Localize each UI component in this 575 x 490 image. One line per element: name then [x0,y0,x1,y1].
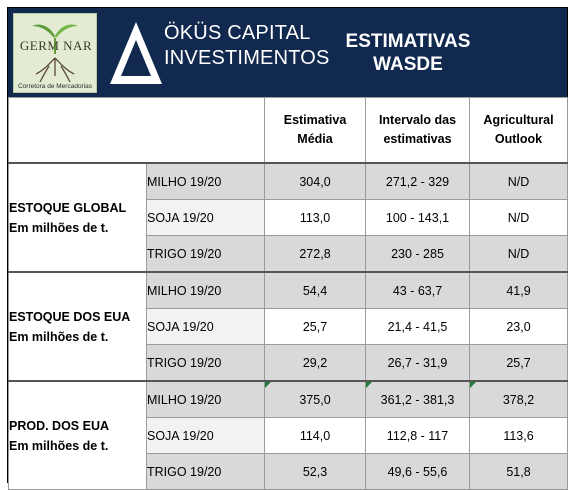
intervalo-cell: 361,2 - 381,3 [365,380,470,418]
product-cell: TRIGO 19/20 [146,344,265,382]
table-row: TRIGO 19/20 272,8 230 - 285 N/D [9,235,568,273]
product-cell: SOJA 19/20 [146,199,265,236]
column-header-media: Estimativa Média [264,97,366,164]
outlook-value: 378,2 [502,392,535,407]
intervalo-cell: 43 - 63,7 [365,271,470,309]
column-header-row: Estimativa Média Intervalo das estimativ… [8,97,568,164]
group-label-line1: PROD. DOS EUA [9,418,110,433]
table-row: ESTOQUE GLOBAL Em milhões de t. MILHO 19… [8,162,568,273]
product-cell: SOJA 19/20 [146,308,265,345]
media-cell: 25,7 [264,308,366,345]
media-value: 375,0 [299,392,331,407]
intervalo-cell: 100 - 143,1 [365,199,470,236]
group-label-line2: Em milhões de t. [9,438,109,453]
logo-wordmark: GERM NAR [19,38,93,53]
intervalo-cell: 21,4 - 41,5 [365,308,470,345]
media-cell: 113,0 [264,199,366,236]
table-row: PROD. DOS EUA Em milhões de t. MILHO 19/… [8,380,568,490]
product-cell: MILHO 19/20 [146,380,265,418]
comment-indicator-icon [366,382,372,388]
outlook-cell: 41,9 [469,271,568,309]
outlook-cell: 378,2 [469,380,568,418]
media-cell: 375,0 [264,380,366,418]
media-cell: 114,0 [264,417,366,454]
corner-cell [8,97,265,164]
group-label-line2: Em milhões de t. [9,329,109,344]
product-cell: TRIGO 19/20 [146,453,265,490]
report-title: ESTIMATIVAS WASDE [333,30,483,76]
column-header-media-line1: Estimativa [283,113,347,127]
triangle-logo-icon [110,22,162,84]
product-cell: SOJA 19/20 [146,417,265,454]
product-cell: MILHO 19/20 [146,271,265,309]
intervalo-cell: 26,7 - 31,9 [365,344,470,382]
media-cell: 29,2 [264,344,366,382]
media-cell: 304,0 [264,162,366,200]
group-label-line1: ESTOQUE GLOBAL [9,200,127,215]
media-cell: 52,3 [264,453,366,490]
column-header-outlook: Agricultural Outlook [469,97,568,164]
table-row: TRIGO 19/20 29,2 26,7 - 31,9 25,7 [9,344,568,382]
title-line2: WASDE [373,54,443,75]
column-header-intervalo: Intervalo das estimativas [365,97,470,164]
title-line1: ESTIMATIVAS [345,31,471,52]
column-header-outlook-line1: Agricultural [483,113,554,127]
outlook-cell: 51,8 [469,453,568,490]
outlook-cell: N/D [469,199,568,236]
outlook-cell: 113,6 [469,417,568,454]
brand-name-line1: ÖKÜS CAPITAL [164,22,311,44]
table-row: SOJA 19/20 113,0 100 - 143,1 N/D [9,199,568,236]
germinar-logo: GERM NAR Corretora de Mercadorias [13,13,97,93]
intervalo-cell: 49,6 - 55,6 [365,453,470,490]
wasde-estimates-table: Estimativa Média Intervalo das estimativ… [8,97,568,490]
group-label-producao-eua: PROD. DOS EUA Em milhões de t. [8,380,147,490]
intervalo-cell: 112,8 - 117 [365,417,470,454]
logo-subtitle: Corretora de Mercadorias [17,83,93,90]
brand-name-line2: INVESTIMENTOS [164,47,330,69]
table-row: ESTOQUE DOS EUA Em milhões de t. MILHO 1… [8,271,568,382]
intervalo-cell: 230 - 285 [365,235,470,273]
group-label-line2: Em milhões de t. [9,220,109,235]
report-frame: GERM NAR Corretora de Mercadorias ÖKÜS C… [7,7,568,490]
column-header-intervalo-line2: estimativas [383,132,452,146]
intervalo-value: 361,2 - 381,3 [380,392,455,407]
column-header-media-line2: Média [297,132,333,146]
column-header-intervalo-line1: Intervalo das [378,113,457,127]
outlook-cell: N/D [469,235,568,273]
report-header: GERM NAR Corretora de Mercadorias ÖKÜS C… [8,8,567,97]
table-row: SOJA 19/20 25,7 21,4 - 41,5 23,0 [9,308,568,345]
outlook-cell: 23,0 [469,308,568,345]
comment-indicator-icon [265,382,271,388]
group-label-estoque-global: ESTOQUE GLOBAL Em milhões de t. [8,162,147,273]
comment-indicator-icon [470,382,476,388]
column-header-outlook-line2: Outlook [494,132,543,146]
group-label-estoque-eua: ESTOQUE DOS EUA Em milhões de t. [8,271,147,382]
media-cell: 272,8 [264,235,366,273]
outlook-cell: 25,7 [469,344,568,382]
intervalo-cell: 271,2 - 329 [365,162,470,200]
outlook-cell: N/D [469,162,568,200]
product-cell: MILHO 19/20 [146,162,265,200]
sprout-icon [32,24,78,83]
group-label-line1: ESTOQUE DOS EUA [9,309,131,324]
media-cell: 54,4 [264,271,366,309]
product-cell: TRIGO 19/20 [146,235,265,273]
